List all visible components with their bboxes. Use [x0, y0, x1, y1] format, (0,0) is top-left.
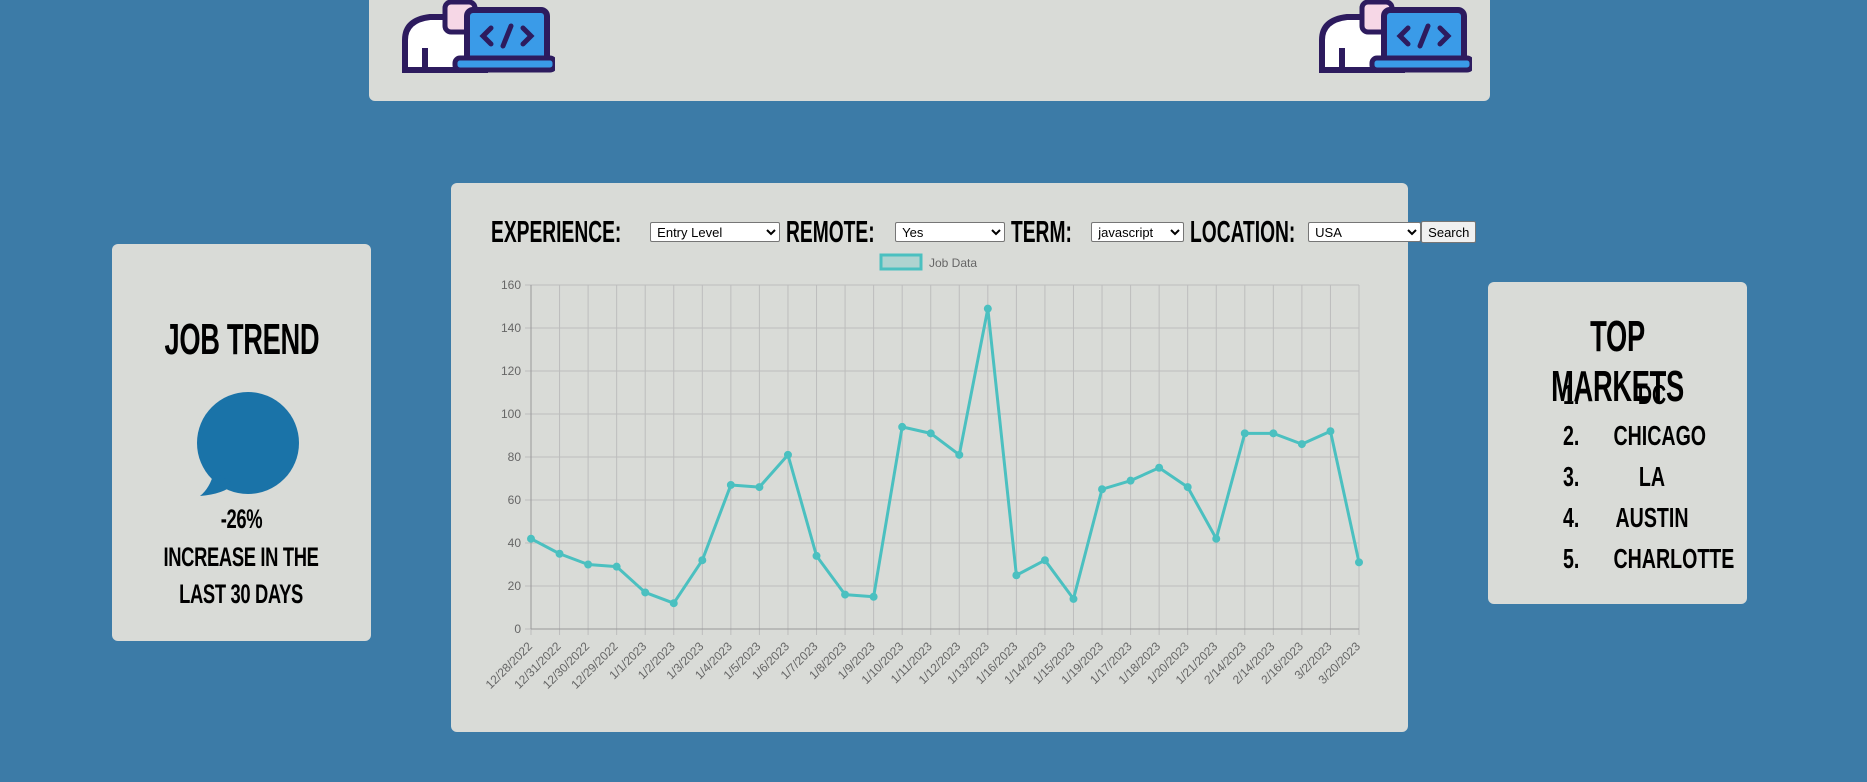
- data-point: [812, 551, 821, 560]
- filter-bar: EXPERIENCE: Entry Level REMOTE: Yes TERM…: [491, 214, 1477, 249]
- remote-select[interactable]: Yes: [895, 222, 1006, 242]
- data-point: [669, 599, 678, 608]
- data-point: [1155, 463, 1164, 472]
- experience-label: EXPERIENCE:: [491, 214, 622, 249]
- data-point: [898, 422, 907, 431]
- list-item: 5. CHARLOTTE: [1563, 542, 1735, 574]
- speech-bubble-icon: [197, 392, 299, 496]
- data-point: [783, 450, 792, 459]
- list-item: 1. DC: [1563, 378, 1667, 410]
- data-point: [1012, 571, 1021, 580]
- data-point: [1098, 485, 1107, 494]
- header-panel: [369, 0, 1490, 101]
- data-point: [1240, 429, 1249, 438]
- data-point: [1183, 483, 1192, 492]
- data-point: [1355, 558, 1363, 567]
- experience-select[interactable]: Entry Level: [650, 222, 781, 242]
- data-point: [612, 562, 621, 571]
- data-point: [755, 483, 764, 492]
- data-point: [983, 304, 992, 313]
- top-markets-panel: TOP MARKETS 1. DC 2. CHICAGO 3. LA 4. AUSTIN…: [1488, 282, 1747, 604]
- y-tick-label: 80: [508, 450, 522, 464]
- data-point: [841, 590, 850, 599]
- search-button[interactable]: Search: [1421, 221, 1477, 243]
- data-point: [955, 450, 964, 459]
- y-tick-label: 120: [501, 364, 521, 378]
- data-point: [1126, 476, 1135, 485]
- data-point: [698, 556, 707, 565]
- y-tick-label: 100: [501, 407, 521, 421]
- trend-note: INCREASE IN THE LAST 30 DAYS: [163, 542, 320, 609]
- series-line-job-data: [530, 307, 1361, 605]
- data-point: [1326, 427, 1335, 436]
- chart-panel: 0 20 40 60 80 100 120 140 160 12/28/2022 12/31/202…: [451, 183, 1477, 732]
- y-tick-label: 20: [508, 579, 522, 593]
- market-list: 1. DC 2. CHICAGO 3. LA 4. AUSTIN 5. CHARLOTTE: [1563, 374, 1743, 579]
- job-trend-panel: JOB TREND -26% INCREASE IN THE LAST 30 D…: [112, 244, 371, 641]
- y-tick-label: 40: [508, 536, 522, 550]
- y-tick-label: 140: [501, 321, 521, 335]
- data-point: [926, 429, 935, 438]
- legend-swatch: [879, 253, 923, 271]
- developer-laptop-icon: [1319, 0, 1472, 73]
- y-tick-label: 0: [514, 622, 521, 636]
- data-point: [1212, 534, 1221, 543]
- job-data-chart: 02040608010012014016012/28/202212/31/202…: [483, 253, 1363, 692]
- data-point: [726, 480, 735, 489]
- data-point: [555, 549, 564, 558]
- location-label: LOCATION:: [1190, 214, 1296, 249]
- term-label: TERM:: [1011, 214, 1072, 249]
- list-item: 3. LA: [1563, 460, 1666, 492]
- list-item: 4. AUSTIN: [1563, 501, 1689, 533]
- data-point: [527, 534, 535, 543]
- trend-percent: -26%: [220, 504, 263, 534]
- list-item: 2. CHICAGO: [1563, 419, 1707, 451]
- data-point: [1040, 556, 1049, 565]
- y-tick-label: 160: [501, 278, 521, 292]
- top-markets-title: TOP MARKETS: [1551, 312, 1684, 411]
- legend-label: Job Data: [929, 256, 977, 270]
- job-trend-title: JOB TREND: [164, 315, 319, 364]
- data-point: [1297, 440, 1306, 449]
- remote-label: REMOTE:: [786, 214, 875, 249]
- term-select[interactable]: javascript: [1091, 222, 1185, 242]
- location-select[interactable]: USA: [1308, 222, 1422, 242]
- developer-laptop-icon: [402, 0, 555, 73]
- data-point: [1069, 594, 1078, 603]
- data-point: [641, 588, 650, 597]
- data-point: [869, 592, 878, 601]
- y-tick-label: 60: [508, 493, 522, 507]
- data-point: [584, 560, 593, 569]
- data-point: [1269, 429, 1278, 438]
